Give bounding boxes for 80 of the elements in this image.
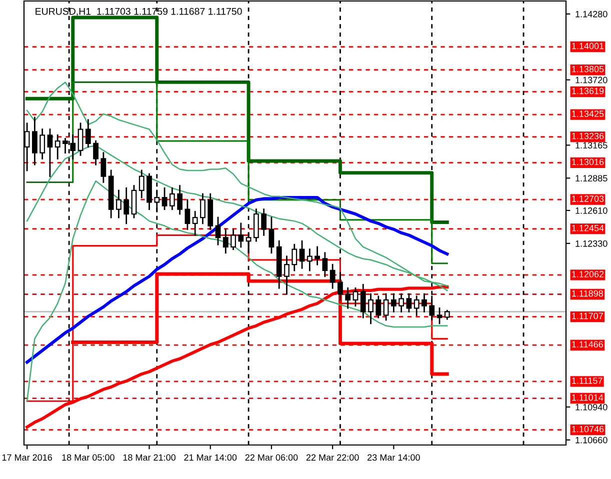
y-tick-label: 1.10660 [576, 436, 608, 444]
y-tick-label: 1.14280 [576, 10, 608, 18]
y-tick-label: 1.12610 [576, 207, 608, 214]
candlestick [54, 134, 60, 160]
x-tick-label: 23 Mar 14:00 [368, 454, 420, 461]
ref-line-label: 1.13619 [572, 88, 604, 94]
candlestick [406, 293, 412, 312]
candlestick [345, 287, 351, 309]
candlestick [268, 216, 274, 254]
candlestick [436, 307, 442, 324]
ref-line-label: 1.13805 [572, 66, 604, 72]
candlestick [32, 116, 38, 166]
y-tick-label: 1.10940 [576, 404, 608, 410]
candlestick [230, 228, 236, 250]
x-tick-label: 18 Mar 05:00 [62, 454, 114, 461]
candlestick [78, 122, 84, 156]
x-tick-label: 17 Mar 2016 [2, 454, 52, 461]
ref-line-label: 1.11707 [572, 312, 603, 320]
candlestick [192, 210, 198, 236]
text: EURUSD,H1 1.11703 1.11759 1.11687 1.11750 [36, 8, 242, 16]
candlestick [284, 256, 290, 295]
candlestick [138, 170, 144, 198]
x-tick-label: 18 Mar 21:00 [123, 454, 176, 461]
candlestick [184, 199, 190, 230]
ref-line-label: 1.11466 [572, 341, 603, 348]
candlestick [368, 293, 374, 324]
candlestick [352, 287, 358, 306]
candlestick [100, 152, 106, 183]
y-tick-label: 1.12330 [576, 240, 608, 247]
y-tick-label: 1.13720 [576, 76, 608, 84]
candlestick [306, 248, 312, 272]
candlestick [338, 272, 343, 301]
candlestick [116, 190, 122, 218]
ref-line-label: 1.14001 [572, 42, 604, 50]
ref-line-label: 1.13425 [572, 110, 604, 117]
candlestick [215, 216, 221, 246]
candlestick [177, 185, 183, 215]
ref-line-label: 1.10746 [572, 426, 604, 432]
candlestick [261, 208, 267, 236]
candlestick [131, 185, 137, 218]
ref-line-label: 1.11014 [572, 394, 604, 401]
candlestick [40, 128, 46, 160]
candlestick [246, 232, 252, 254]
candlestick [299, 240, 305, 269]
candlestick [376, 296, 382, 318]
candlestick [422, 293, 427, 312]
x-tick-label: 22 Mar 22:00 [306, 454, 359, 461]
candlestick [93, 140, 98, 166]
candlestick [398, 293, 404, 312]
candlestick [383, 293, 389, 321]
candlestick [330, 264, 336, 289]
candlestick [47, 128, 53, 178]
x-tick-label: 21 Mar 14:00 [184, 454, 237, 461]
candlestick [314, 246, 320, 266]
ref-line-label: 1.11898 [572, 290, 603, 297]
candlestick [200, 193, 206, 224]
candlestick [169, 187, 175, 210]
candlestick [222, 228, 228, 254]
line-series [26, 180, 448, 402]
ref-line-label: 1.13016 [572, 158, 604, 166]
ref-line-label: 1.12062 [572, 270, 604, 278]
candlestick [154, 190, 160, 212]
x-tick-label: 22 Mar 06:00 [245, 454, 298, 461]
ref-line-label: 1.12454 [572, 224, 604, 232]
candlestick [390, 293, 396, 312]
candlestick [254, 208, 259, 242]
line-series [26, 196, 449, 364]
candlestick [292, 244, 298, 272]
y-tick-label: 1.13165 [576, 142, 608, 149]
candlestick [162, 187, 168, 210]
ref-line-label: 1.13236 [572, 132, 604, 140]
ref-line-label: 1.12703 [572, 196, 604, 202]
ref-line-label: 1.11157 [572, 378, 602, 384]
candlestick [360, 284, 366, 318]
candlestick [85, 119, 91, 148]
candlestick [238, 222, 244, 248]
candlestick [414, 296, 420, 316]
y-tick-label: 1.12885 [576, 175, 608, 182]
candlestick [124, 187, 130, 224]
candlestick [322, 252, 328, 278]
